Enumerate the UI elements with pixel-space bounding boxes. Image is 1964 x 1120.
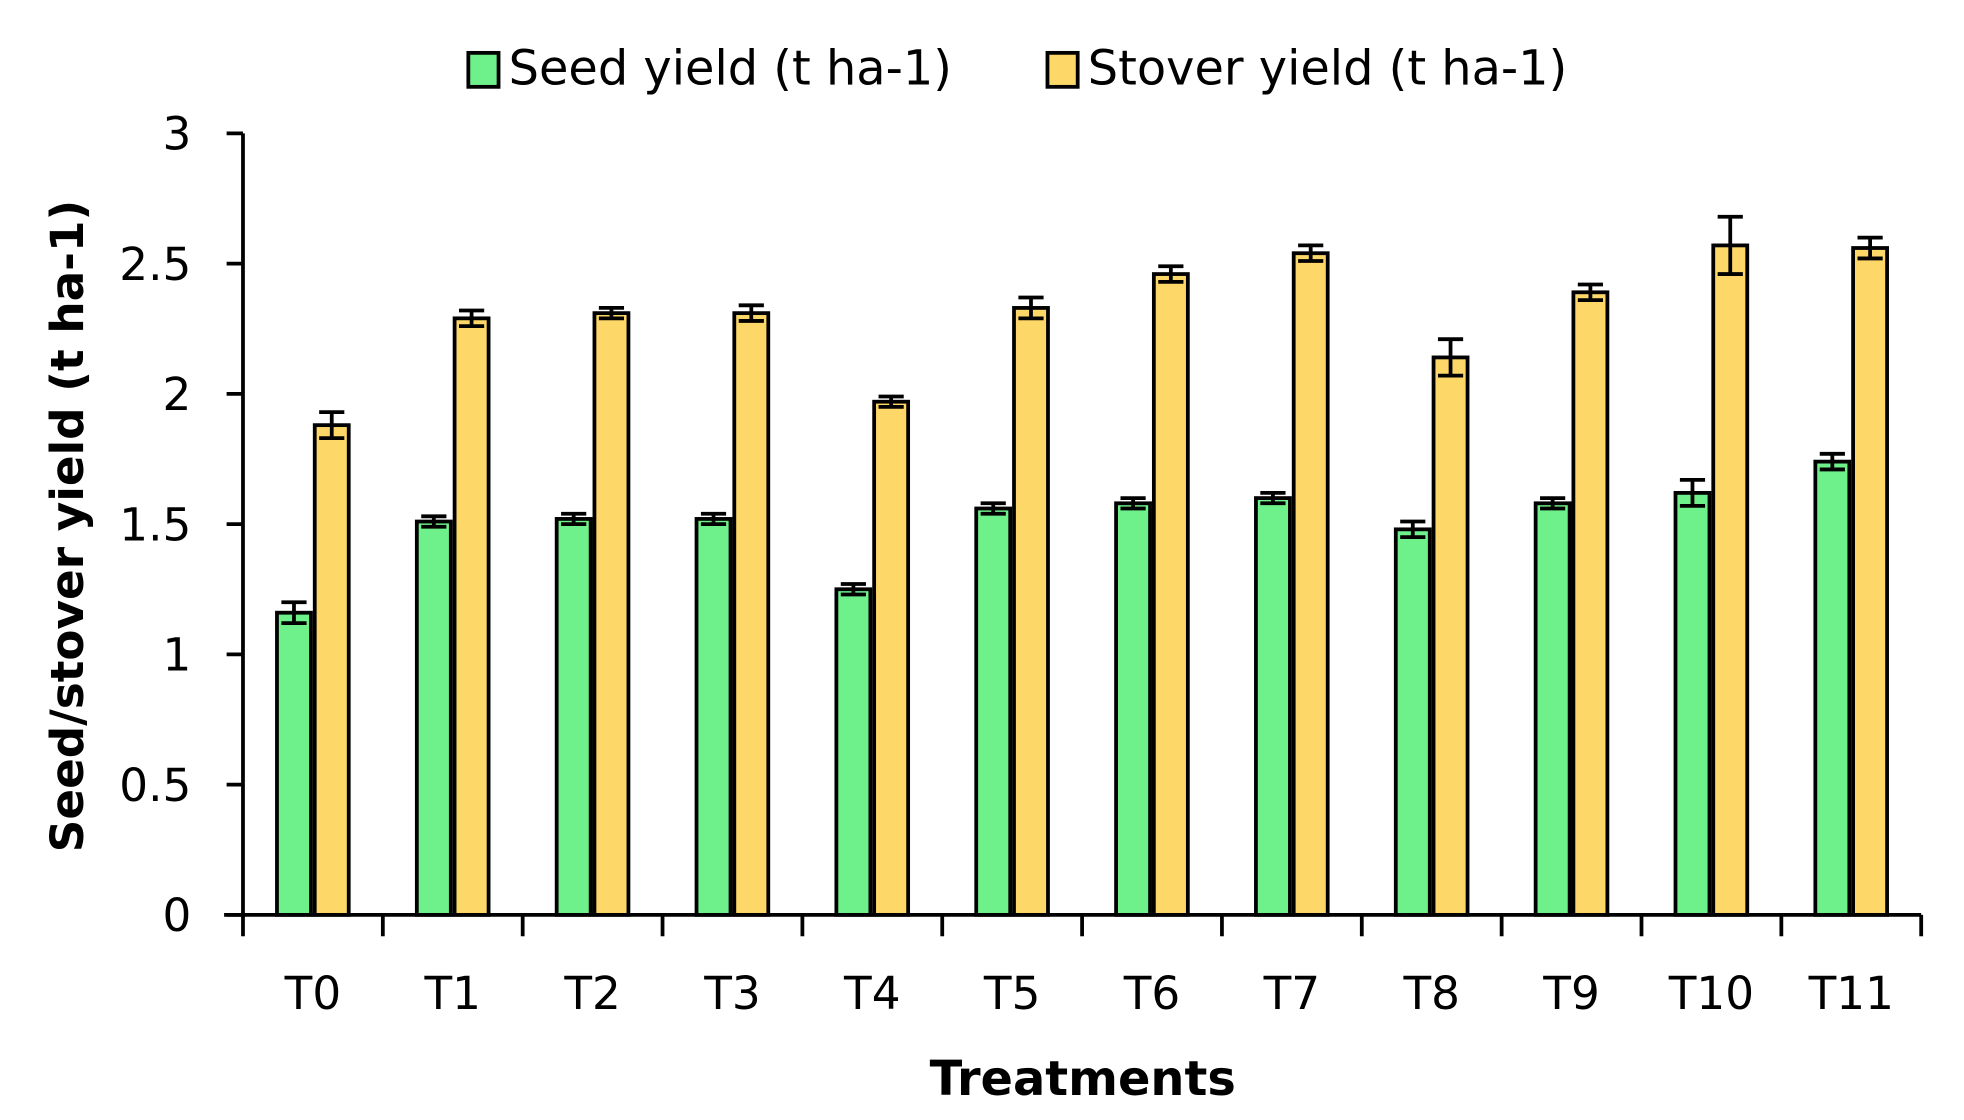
bar-stover [1012,306,1050,917]
y-tick-label: 3 [163,108,192,161]
y-tick-label: 1.5 [119,499,191,552]
bar-stover [592,311,631,917]
legend-label-seed: Seed yield (t ha-1) [509,41,952,96]
x-tick-label: T11 [1808,967,1894,1020]
bar-stover [1151,272,1190,917]
x-tick-label: T5 [983,967,1041,1020]
bar-seed [834,587,873,917]
x-tick-label: T4 [843,967,901,1020]
bar-stover [1431,355,1470,917]
x-tick-label: T1 [424,967,482,1020]
x-tick-label: T9 [1542,967,1600,1020]
x-tick-label: T3 [703,967,761,1020]
bar-stover [312,423,351,917]
x-axis-ticks: T0 T1 T2 T3 T4 T5 T6 T7 T8 T9 T10 T11 [241,914,1924,1020]
x-tick-label: T6 [1123,967,1181,1020]
bar-stover [1851,246,1889,917]
bar-seed [974,506,1013,917]
y-tick-label: 0.5 [119,759,191,812]
bars [275,214,1889,917]
legend: Seed yield (t ha-1) Stover yield (t ha-1… [466,41,1568,96]
bar-seed [414,519,453,917]
x-tick-label: T0 [284,967,342,1020]
y-axis-label: Seed/stover yield (t ha-1) [41,200,94,852]
bar-seed [1393,527,1432,917]
bar-stover [1711,243,1750,917]
bar-stover [1291,251,1330,917]
bar-seed [1254,496,1292,917]
bar-seed [275,610,313,917]
y-tick-label: 1 [163,629,192,682]
bar-seed [1673,490,1712,917]
bar-seed [1813,459,1852,917]
bar-seed [554,517,593,917]
x-tick-label: T8 [1402,967,1460,1020]
bar-stover [452,316,491,917]
x-tick-label: T2 [563,967,621,1020]
y-tick-label: 2 [163,368,192,421]
x-tick-label: T7 [1263,967,1321,1020]
legend-swatch-seed [466,50,501,89]
bar-seed [694,517,733,917]
bar-stover [1571,290,1610,917]
x-tick-label: T10 [1668,967,1754,1020]
y-tick-label: 0 [163,889,192,942]
bar-seed [1533,501,1572,917]
bar-seed [1114,501,1152,917]
legend-swatch-stover [1045,50,1080,89]
y-axis-ticks: 0 0.5 1 1.5 2 2.5 3 [119,108,243,942]
bar-stover [872,399,911,917]
legend-label-stover: Stover yield (t ha-1) [1088,41,1568,96]
y-tick-label: 2.5 [119,238,191,291]
x-axis-label: Treatments [930,1052,1236,1107]
bar-stover [732,311,771,917]
